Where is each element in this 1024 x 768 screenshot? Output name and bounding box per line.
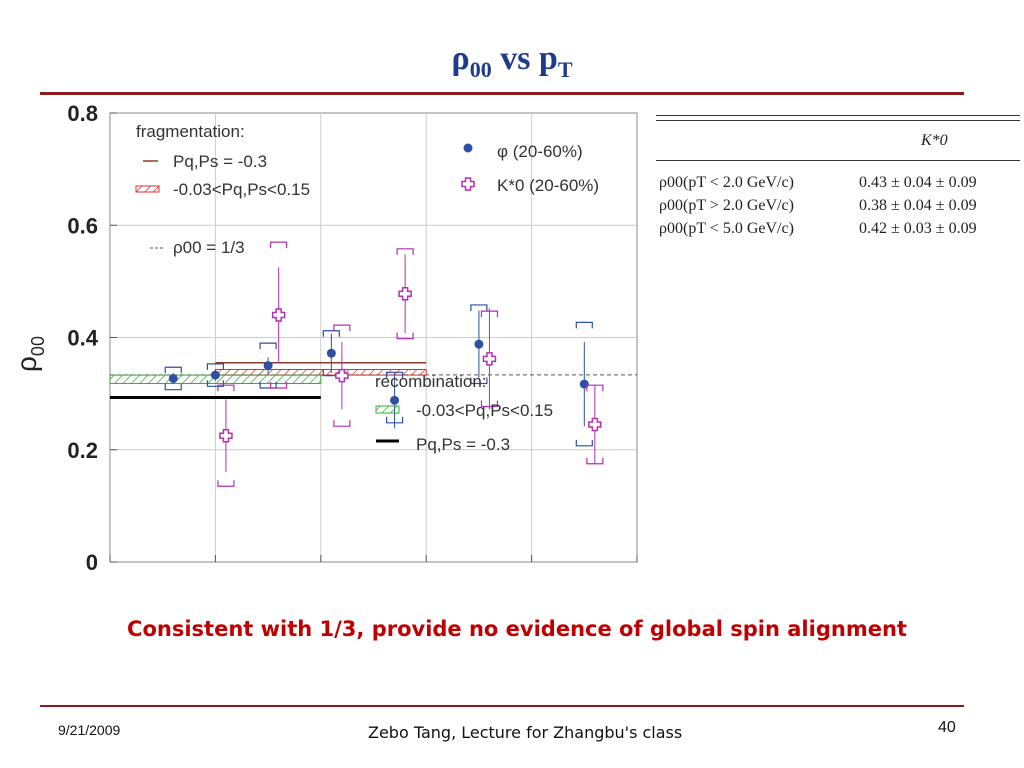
- kstar-marker: [335, 368, 349, 383]
- y-tick-label: 0.8: [67, 101, 98, 126]
- y-tick-label: 0.6: [67, 213, 98, 238]
- kstar-marker: [482, 352, 497, 366]
- sys-bracket-upper: [575, 321, 593, 329]
- y-tick-label: 0.4: [67, 326, 98, 351]
- title-vs-p: vs p: [491, 40, 558, 77]
- title-sub-00: 00: [469, 56, 492, 82]
- page-number: 40: [938, 719, 956, 736]
- legend-recomb-band-label: -0.03<Pq,Ps<0.15: [416, 401, 553, 420]
- y-axis-label-sub: 00: [28, 336, 48, 356]
- slide-title: ρ00 vs pT: [0, 40, 1024, 83]
- legend-recombination-title: recombination:: [375, 372, 487, 391]
- table-row: ρ00(pT < 2.0 GeV/c) 0.43 ± 0.04 ± 0.09: [656, 174, 1020, 194]
- table-column-header: K*0: [921, 132, 948, 149]
- kstar-marker: [588, 417, 602, 432]
- sys-bracket-upper: [586, 384, 604, 392]
- sys-bracket-upper: [270, 241, 288, 249]
- footer-rule: [40, 705, 964, 707]
- legend-kstar-label: K*0 (20-60%): [497, 176, 599, 195]
- sys-bracket-upper: [470, 304, 488, 311]
- title-rho: ρ: [451, 40, 470, 77]
- table-top-rule-2: [656, 120, 1020, 121]
- sys-bracket-upper: [259, 342, 277, 350]
- sys-bracket-lower: [259, 382, 277, 389]
- legend-ref-label: ρ00 = 1/3: [173, 238, 245, 257]
- sys-bracket-lower: [270, 382, 288, 389]
- sys-bracket-upper: [333, 324, 351, 332]
- y-tick-label: 0: [86, 550, 98, 570]
- phi-marker: [326, 348, 336, 358]
- sys-bracket-upper: [164, 366, 182, 374]
- phi-marker: [579, 379, 589, 389]
- phi-marker: [474, 339, 484, 349]
- rho00-chart: 01234500.20.40.60.8pT (GeV/c)ρ00fragment…: [11, 101, 638, 570]
- footer-date: 9/21/2009: [58, 722, 121, 738]
- kstar-table: K*0 ρ00(pT < 2.0 GeV/c) 0.43 ± 0.04 ± 0.…: [656, 112, 1020, 252]
- conclusion-text: Consistent with 1/3, provide no evidence…: [127, 617, 907, 641]
- row-value: 0.38 ± 0.04 ± 0.09: [859, 197, 977, 214]
- sys-bracket-upper: [206, 363, 224, 370]
- row-value: 0.42 ± 0.03 ± 0.09: [859, 220, 977, 237]
- title-sub-t: T: [557, 56, 573, 82]
- phi-marker: [263, 361, 273, 371]
- table-top-rule: [656, 115, 1020, 116]
- legend-kstar-swatch: [461, 177, 475, 191]
- row-value: 0.43 ± 0.04 ± 0.09: [859, 174, 977, 191]
- sys-bracket-upper: [396, 248, 414, 255]
- legend-frag-line-label: Pq,Ps = -0.3: [173, 152, 267, 171]
- legend-phi-swatch: [463, 143, 473, 153]
- sys-bracket-lower: [206, 380, 224, 387]
- legend-frag-band-swatch: [135, 185, 160, 193]
- table-row: ρ00(pT > 2.0 GeV/c) 0.38 ± 0.04 ± 0.09: [656, 197, 1020, 217]
- legend-recomb-line-label: Pq,Ps = -0.3: [416, 435, 510, 454]
- footer-center-text: Zebo Tang, Lecture for Zhangbu's class: [368, 723, 683, 742]
- kstar-marker: [398, 286, 412, 301]
- sys-bracket-lower: [217, 480, 235, 487]
- sys-bracket-lower: [396, 332, 414, 340]
- table-row: ρ00(pT < 5.0 GeV/c) 0.42 ± 0.03 ± 0.09: [656, 220, 1020, 240]
- kstar-marker: [271, 308, 286, 322]
- phi-marker: [210, 370, 220, 380]
- row-label: ρ00(pT < 2.0 GeV/c): [659, 174, 794, 191]
- sys-bracket-lower: [575, 439, 593, 447]
- legend-frag-band-label: -0.03<Pq,Ps<0.15: [173, 180, 310, 199]
- title-rule: [40, 92, 964, 95]
- legend-fragmentation-title: fragmentation:: [136, 122, 245, 141]
- legend-phi-label: φ (20-60%): [497, 142, 583, 161]
- sys-bracket-lower: [470, 377, 488, 385]
- kstar-marker: [219, 428, 233, 443]
- table-header-rule: [656, 160, 1020, 161]
- sys-bracket-lower: [164, 383, 182, 391]
- phi-marker: [390, 395, 400, 405]
- sys-bracket-upper: [322, 330, 340, 337]
- y-tick-label: 0.2: [67, 438, 98, 463]
- phi-marker: [168, 373, 178, 383]
- legend-recomb-band-swatch: [375, 405, 400, 414]
- sys-bracket-lower: [333, 420, 351, 427]
- sys-bracket-upper: [385, 371, 404, 379]
- row-label: ρ00(pT > 2.0 GeV/c): [659, 197, 794, 214]
- y-axis-label: ρ00: [11, 336, 48, 372]
- sys-bracket-upper: [217, 384, 235, 392]
- row-label: ρ00(pT < 5.0 GeV/c): [659, 220, 794, 237]
